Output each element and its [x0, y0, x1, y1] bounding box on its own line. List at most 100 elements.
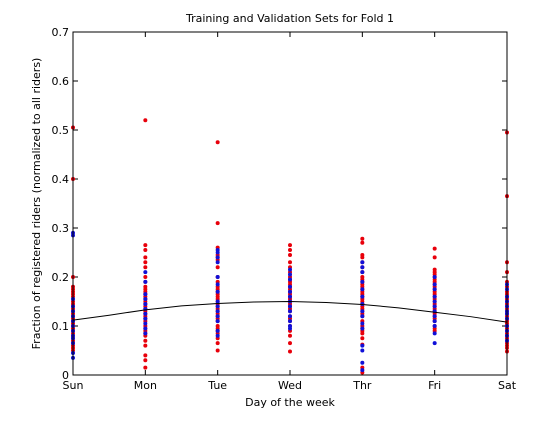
x-tick-label: Thr — [352, 379, 372, 392]
blue-point — [432, 331, 437, 336]
y-tick-label: 0.7 — [52, 26, 70, 39]
blue-point — [360, 360, 365, 365]
blue-point — [288, 309, 292, 314]
blue-point — [288, 284, 292, 289]
red-point — [143, 260, 148, 265]
red-point — [360, 331, 365, 336]
blue-point — [360, 343, 365, 348]
blue-point — [360, 348, 365, 353]
red-point — [215, 221, 220, 226]
x-tick-label: Mon — [134, 379, 157, 392]
blue-point — [143, 316, 148, 321]
blue-point — [215, 328, 220, 333]
red-point — [143, 118, 148, 123]
blue-point — [143, 301, 148, 306]
blue-point — [432, 275, 437, 279]
red-point — [288, 243, 292, 248]
blue-point — [288, 319, 292, 324]
blue-point — [288, 272, 292, 277]
blue-point — [288, 277, 292, 282]
blue-point — [360, 309, 365, 314]
x-tick-label: Sat — [498, 379, 517, 392]
red-point — [143, 358, 148, 363]
y-tick-label: 0.3 — [52, 222, 70, 235]
blue-point — [143, 321, 148, 326]
blue-point — [432, 324, 437, 328]
red-point — [143, 353, 148, 358]
red-point — [288, 333, 292, 338]
blue-point — [360, 326, 365, 331]
blue-point — [432, 319, 437, 324]
red-point — [288, 248, 292, 253]
y-tick-label: 0.1 — [52, 320, 70, 333]
blue-point — [215, 282, 220, 287]
blue-point — [360, 321, 365, 326]
blue-point — [143, 279, 148, 284]
blue-point — [215, 319, 220, 324]
y-axis-label: Fraction of registered riders (normalize… — [30, 58, 43, 350]
blue-point — [432, 314, 437, 319]
blue-point — [360, 294, 365, 299]
red-point — [215, 341, 220, 346]
red-point — [288, 349, 292, 354]
red-point — [143, 255, 148, 260]
red-point — [360, 236, 365, 241]
y-tick-label: 0.4 — [52, 173, 70, 186]
chart-title: Training and Validation Sets for Fold 1 — [185, 12, 394, 25]
red-point — [143, 265, 148, 270]
x-axis-label: Day of the week — [245, 396, 335, 409]
blue-point — [288, 304, 292, 309]
red-point — [360, 240, 365, 245]
blue-point — [143, 331, 148, 336]
blue-point — [360, 368, 365, 373]
blue-point — [215, 314, 220, 319]
blue-point — [360, 314, 365, 319]
red-point — [215, 348, 220, 353]
y-tick-label: 0.5 — [52, 124, 70, 137]
y-tick-label: 0.2 — [52, 271, 70, 284]
blue-point — [215, 255, 220, 260]
red-point — [360, 255, 365, 260]
red-point — [432, 246, 437, 251]
x-tick-label: Tue — [207, 379, 227, 392]
red-point — [288, 260, 292, 265]
fit-curve — [72, 300, 508, 323]
blue-point — [432, 282, 437, 287]
blue-point — [143, 292, 148, 297]
blue-point — [288, 289, 292, 294]
blue-point — [143, 311, 148, 316]
y-tick-label: 0.6 — [52, 75, 70, 88]
blue-point — [215, 304, 220, 309]
x-axis-ticks: Sun Mon Tue Wed Thr Fri Sat — [63, 32, 517, 392]
red-point — [143, 243, 148, 248]
blue-point — [360, 260, 365, 265]
blue-point — [432, 341, 437, 346]
blue-point — [288, 294, 292, 299]
blue-point — [215, 309, 220, 314]
blue-point — [288, 314, 292, 319]
blue-point — [215, 333, 220, 338]
red-point — [143, 365, 148, 370]
blue-point — [288, 267, 292, 272]
x-tick-label: Sun — [63, 379, 84, 392]
red-point — [288, 252, 292, 257]
y-tick-label: 0 — [62, 369, 69, 382]
blue-point — [288, 326, 292, 331]
blue-point — [432, 287, 437, 292]
blue-point — [360, 270, 365, 275]
x-tick-label: Fri — [428, 379, 441, 392]
red-point — [288, 341, 292, 346]
y-axis-ticks: 0 0.1 0.2 0.3 0.4 0.5 0.6 0.7 — [52, 26, 507, 382]
blue-point — [143, 270, 148, 275]
red-point — [143, 343, 148, 348]
blue-point — [432, 299, 437, 304]
blue-point — [215, 275, 220, 279]
red-point — [143, 248, 148, 253]
blue-point — [143, 326, 148, 331]
blue-point — [215, 289, 220, 294]
blue-point — [360, 265, 365, 270]
x-tick-label: Wed — [278, 379, 302, 392]
red-point — [360, 336, 365, 341]
